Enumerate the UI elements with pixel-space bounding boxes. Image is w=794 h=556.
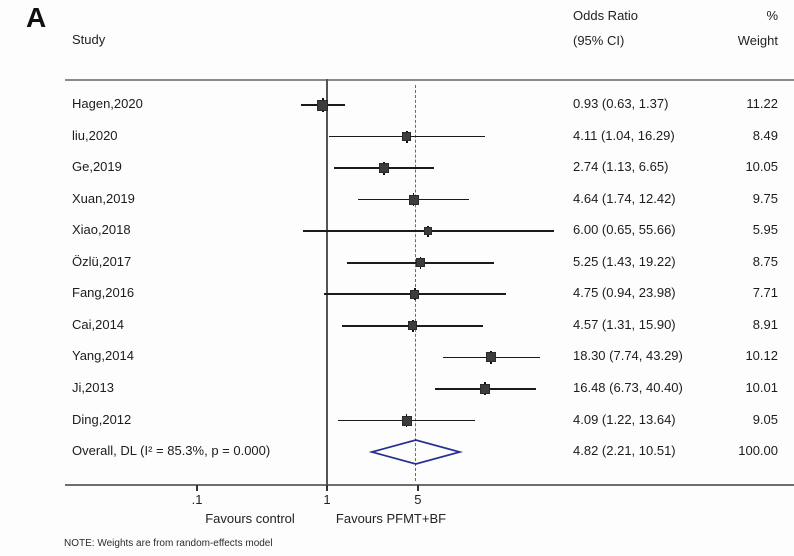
overall-estimate-dashed-line	[415, 85, 417, 481]
favours-treatment-label: Favours PFMT+BF	[335, 511, 447, 526]
study-label: Hagen,2020	[72, 96, 143, 111]
study-label: Ding,2012	[72, 411, 132, 427]
or-ci-value: 4.09 (1.22, 13.64)	[573, 411, 676, 427]
study-label: Xuan,2019	[72, 190, 135, 206]
x-axis-tick-label: .1	[191, 492, 203, 507]
x-axis-tick-label: 5	[414, 492, 422, 507]
study-label: Cai,2014	[72, 316, 125, 332]
weight-value: 10.01	[745, 379, 778, 395]
point-estimate-marker	[408, 194, 419, 205]
plot-top-rule	[65, 79, 794, 81]
odds-ratio-header-line1: Odds Ratio	[573, 8, 639, 23]
weight-value: 10.12	[745, 348, 778, 364]
or-ci-value: 6.00 (0.65, 55.66)	[573, 222, 676, 238]
study-label: Ji,2013	[72, 379, 114, 395]
weight-value: 8.91	[752, 316, 778, 332]
study-label: Yang,2014	[72, 348, 134, 364]
overall-or-ci-value: 4.82 (2.21, 10.51)	[573, 443, 676, 458]
or-ci-value: 16.48 (6.73, 40.40)	[573, 379, 683, 395]
panel-letter-label: A	[26, 2, 47, 33]
study-label: Fang,2016	[72, 285, 135, 301]
odds-ratio-header-line2: (95% CI)	[573, 33, 625, 48]
study-label: liu,2020	[72, 127, 118, 143]
x-axis-tick-mark	[417, 485, 419, 491]
point-estimate-marker	[378, 163, 389, 174]
or-ci-value: 2.74 (1.13, 6.65)	[573, 159, 669, 175]
point-estimate-marker	[416, 258, 426, 268]
or-ci-value: 4.64 (1.74, 12.42)	[573, 190, 676, 206]
or-ci-value: 4.57 (1.31, 15.90)	[573, 316, 676, 332]
weight-value: 8.75	[752, 253, 778, 269]
weight-header-line2: Weight	[737, 33, 778, 48]
weight-value: 9.75	[752, 190, 778, 206]
x-axis-tick-label: 1	[323, 492, 331, 507]
weight-value: 8.49	[752, 127, 778, 143]
weight-value: 5.95	[752, 222, 778, 238]
or-ci-value: 18.30 (7.74, 43.29)	[573, 348, 683, 364]
study-label: Xiao,2018	[72, 222, 131, 238]
or-ci-value: 4.75 (0.94, 23.98)	[573, 285, 676, 301]
null-effect-line	[326, 79, 328, 485]
point-estimate-marker	[424, 227, 433, 236]
weight-value: 9.05	[752, 411, 778, 427]
point-estimate-marker	[480, 383, 491, 394]
x-axis-tick-mark	[326, 485, 328, 491]
favours-control-label: Favours control	[205, 511, 295, 526]
study-label: Ge,2019	[72, 159, 122, 175]
weight-value: 7.71	[752, 285, 778, 301]
overall-label: Overall, DL (I² = 85.3%, p = 0.000)	[72, 443, 271, 458]
or-ci-value: 5.25 (1.43, 19.22)	[573, 253, 676, 269]
overall-weight-value: 100.00	[738, 443, 778, 458]
point-estimate-marker	[410, 289, 420, 299]
study-label: Özlü,2017	[72, 253, 132, 269]
random-effects-note: NOTE: Weights are from random-effects mo…	[64, 538, 273, 549]
point-estimate-marker	[317, 99, 329, 111]
x-axis-tick-mark	[196, 485, 198, 491]
or-ci-value: 4.11 (1.04, 16.29)	[573, 127, 675, 143]
point-estimate-marker	[401, 415, 412, 426]
plot-bottom-axis	[65, 484, 794, 486]
weight-value: 10.05	[745, 159, 778, 175]
point-estimate-marker	[408, 321, 418, 331]
weight-header-line1: %	[766, 8, 778, 23]
point-estimate-marker	[486, 352, 497, 363]
or-ci-value: 0.93 (0.63, 1.37)	[573, 96, 669, 111]
weight-value: 11.22	[746, 96, 778, 111]
study-column-header: Study	[72, 32, 106, 47]
point-estimate-marker	[402, 132, 412, 142]
